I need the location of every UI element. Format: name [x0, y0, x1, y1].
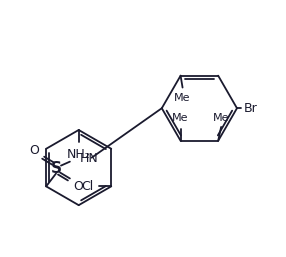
Text: Me: Me [172, 113, 189, 123]
Text: Cl: Cl [81, 180, 94, 193]
Text: NH₂: NH₂ [67, 148, 91, 161]
Text: S: S [51, 161, 61, 176]
Text: Me: Me [174, 94, 191, 104]
Text: O: O [29, 144, 39, 157]
Text: Me: Me [213, 113, 229, 123]
Text: Br: Br [244, 102, 258, 115]
Text: O: O [73, 180, 83, 193]
Text: HN: HN [80, 152, 99, 165]
